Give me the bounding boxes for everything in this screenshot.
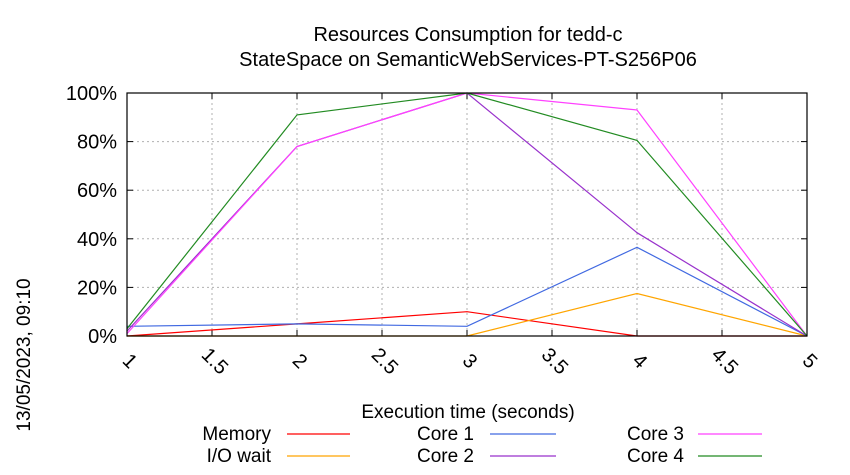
x-tick-labels: 1 1.5 2 2.5 3 3.5 4 4.5 5 (118, 344, 821, 379)
legend-label-core-2: Core 2 (417, 446, 474, 467)
x-tick-label: 3.5 (537, 344, 572, 379)
x-tick-label: 4 (628, 350, 651, 373)
legend-label-core-1: Core 1 (417, 424, 474, 445)
x-tick-label: 5 (798, 350, 821, 373)
y-tick-label: 100% (66, 83, 117, 105)
x-tick-label: 1.5 (197, 344, 232, 379)
y-tick-label: 20% (77, 277, 117, 299)
legend-label-core-3: Core 3 (627, 424, 684, 445)
y-tick-label: 60% (77, 180, 117, 202)
x-tick-label: 1 (118, 350, 141, 373)
timestamp-label: 13/05/2023, 09:10 (14, 278, 35, 431)
chart-title: Resources Consumption for tedd-c (313, 24, 622, 46)
x-tick-label: 2 (288, 350, 311, 373)
series-line-core-1 (126, 246, 808, 337)
grid-layer (127, 93, 807, 336)
x-tick-label: 4.5 (707, 344, 742, 379)
y-tick-label: 0% (88, 326, 117, 348)
y-tick-label: 80% (77, 132, 117, 154)
plot-frame (126, 92, 808, 337)
legend-label-memory: Memory (202, 424, 271, 445)
x-axis-label: Execution time (seconds) (361, 402, 574, 423)
chart-subtitle: StateSpace on SemanticWebServices-PT-S25… (239, 49, 697, 71)
y-tick-label: 40% (77, 229, 117, 251)
y-tick-labels: 0% 20% 40% 60% 80% 100% (66, 83, 117, 348)
x-tick-label: 2.5 (367, 344, 402, 379)
legend-label-core-4: Core 4 (627, 446, 684, 467)
legend-label-i-o-wait: I/O wait (207, 446, 272, 467)
x-tick-label: 3 (458, 350, 481, 373)
